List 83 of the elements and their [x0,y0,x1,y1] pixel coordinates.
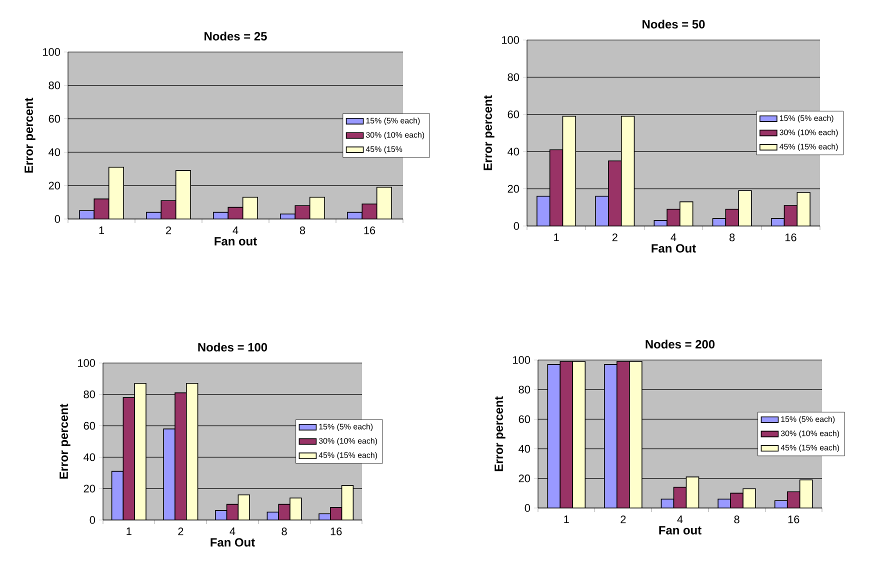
y-tick-label: 100 [43,48,60,56]
bar [796,192,810,226]
y-tick-label: 40 [84,453,96,462]
x-tick-label: 8 [730,234,735,242]
y-tick-label: 40 [518,444,530,453]
bar [595,196,609,226]
bar [686,476,699,508]
bar [111,470,124,520]
x-tick-label: 8 [300,226,306,234]
bar [175,170,192,219]
y-tick-label: 20 [518,474,530,482]
x-tick-label: 1 [564,516,569,524]
x-tick-label: 4 [677,516,683,524]
bar [226,504,239,520]
chart-title: Nodes = 200 [646,340,715,348]
bar [547,364,561,508]
x-tick-label: 4 [230,528,236,536]
bar [560,361,574,508]
bar [680,201,694,226]
x-tick-label: 4 [232,226,238,234]
chart-title: Nodes = 25 [204,32,267,40]
x-tick-label: 2 [612,234,618,242]
y-tick-label: 100 [502,36,520,44]
y-tick-label: 0 [90,516,96,524]
x-tick-label: 2 [166,226,171,234]
x-tick-label: 16 [788,516,800,524]
x-tick-label: 16 [364,226,376,234]
x-tick-label: 1 [126,528,132,536]
y-tick-label: 0 [54,215,60,223]
bar [616,361,630,508]
y-tick-label: 80 [518,386,530,394]
x-axis-title: Fan Out [210,538,255,547]
bar [108,166,124,219]
y-tick-label: 80 [48,82,60,90]
y-tick-label: 20 [48,182,60,190]
x-axis-title: Fan Out [652,244,696,253]
y-tick-label: 60 [518,415,530,424]
x-tick-label: 8 [282,528,287,536]
x-tick-label: 1 [554,234,559,242]
y-tick-label: 60 [84,422,96,430]
bar [738,190,752,226]
y-tick-label: 0 [514,222,520,230]
y-tick-label: 20 [508,184,520,193]
x-tick-label: 2 [178,528,184,536]
bar [604,364,618,508]
y-axis-title: Error percent [484,95,494,170]
y-axis-title: Error percent [24,98,36,173]
bar [122,397,135,520]
y-tick-label: 100 [78,359,96,367]
x-tick-label: 4 [670,234,676,242]
x-tick-label: 8 [734,516,740,524]
chart-title: Nodes = 100 [198,342,268,352]
bar [562,116,576,226]
bar [186,383,198,520]
bar [160,200,176,219]
y-axis-title: Error percent [494,396,506,472]
bar [674,487,686,508]
x-tick-label: 16 [330,528,342,536]
bar [164,428,175,520]
x-axis-title: Fan out [659,526,702,534]
y-tick-label: 40 [48,148,60,156]
bar [175,392,186,520]
bar [572,361,586,508]
bar [134,383,146,520]
bar [94,198,110,219]
y-tick-label: 60 [48,114,60,123]
bar [341,485,354,520]
y-tick-label: 100 [513,356,530,364]
y-tick-label: 80 [84,390,96,398]
y-axis-title: Error percent [60,404,70,479]
y-tick-label: 20 [84,484,96,492]
x-tick-label: 1 [99,226,104,234]
y-tick-label: 40 [508,148,520,156]
chart-title: Nodes = 50 [642,20,705,28]
x-tick-label: 2 [620,516,626,524]
x-tick-label: 16 [785,234,796,242]
y-tick-label: 60 [508,110,520,118]
bar [620,116,635,226]
bar [629,361,642,508]
x-axis-title: Fan out [214,237,257,246]
bar [536,196,550,226]
y-tick-label: 80 [508,73,520,82]
y-tick-label: 0 [524,504,530,512]
